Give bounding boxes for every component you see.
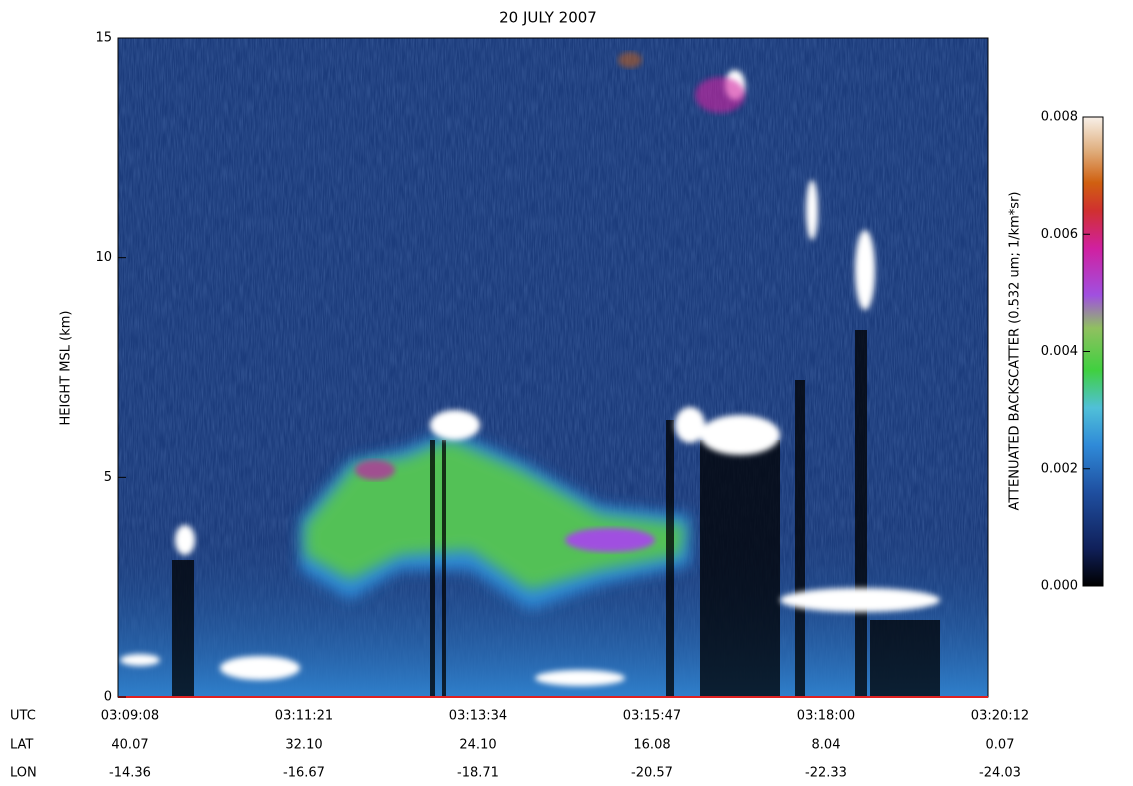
x-tick-label: 8.04: [812, 738, 841, 753]
x-tick-label: 03:09:08: [101, 709, 159, 724]
x-tick-label: 03:13:34: [449, 709, 507, 724]
x-tick-label: 03:15:47: [623, 709, 681, 724]
x-tick-label: -16.67: [283, 766, 325, 781]
colorbar-tick-label: 0.006: [1041, 227, 1078, 242]
x-tick-label: 0.07: [986, 738, 1015, 753]
x-tick-label: 16.08: [633, 738, 670, 753]
y-tick-label: 0: [104, 690, 112, 705]
x-row-name: LON: [10, 766, 37, 781]
y-axis-title: HEIGHT MSL (km): [59, 311, 74, 426]
x-tick-label: -20.57: [631, 766, 673, 781]
chart: 20 JULY 2007: [0, 0, 1133, 786]
curtain: [118, 38, 988, 697]
x-tick-label: 32.10: [285, 738, 322, 753]
x-row-name: UTC: [10, 709, 36, 724]
chart-title: 20 JULY 2007: [499, 9, 597, 27]
x-tick-label: 40.07: [111, 738, 148, 753]
y-tick-label: 15: [95, 31, 112, 46]
colorbar-tick-label: 0.008: [1041, 110, 1078, 125]
x-tick-label: 24.10: [459, 738, 496, 753]
x-tick-label: -14.36: [109, 766, 151, 781]
colorbar-title: ATTENUATED BACKSCATTER (0.532 um; 1/km*s…: [1008, 192, 1023, 511]
x-tick-label: 03:20:12: [971, 709, 1029, 724]
y-tick-label: 10: [95, 250, 112, 265]
colorbar-tick-label: 0.004: [1041, 344, 1078, 359]
y-tick-label: 5: [104, 470, 112, 485]
colorbar-tick-label: 0.002: [1041, 461, 1078, 476]
x-tick-label: 03:11:21: [275, 709, 333, 724]
x-tick-label: -22.33: [805, 766, 847, 781]
x-tick-label: 03:18:00: [797, 709, 855, 724]
x-tick-label: -24.03: [979, 766, 1021, 781]
x-tick-label: -18.71: [457, 766, 499, 781]
x-row-name: LAT: [10, 738, 33, 753]
colorbar-tick-label: 0.000: [1041, 579, 1078, 594]
